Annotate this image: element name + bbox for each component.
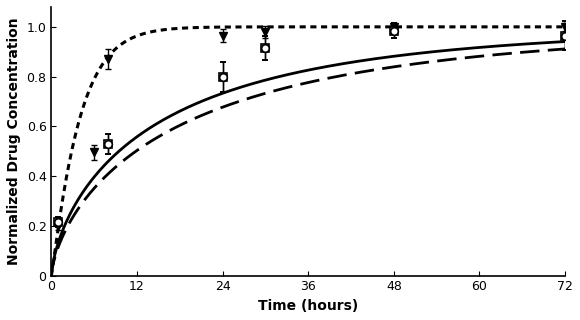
Y-axis label: Normalized Drug Concentration: Normalized Drug Concentration <box>7 18 21 265</box>
X-axis label: Time (hours): Time (hours) <box>258 299 358 313</box>
